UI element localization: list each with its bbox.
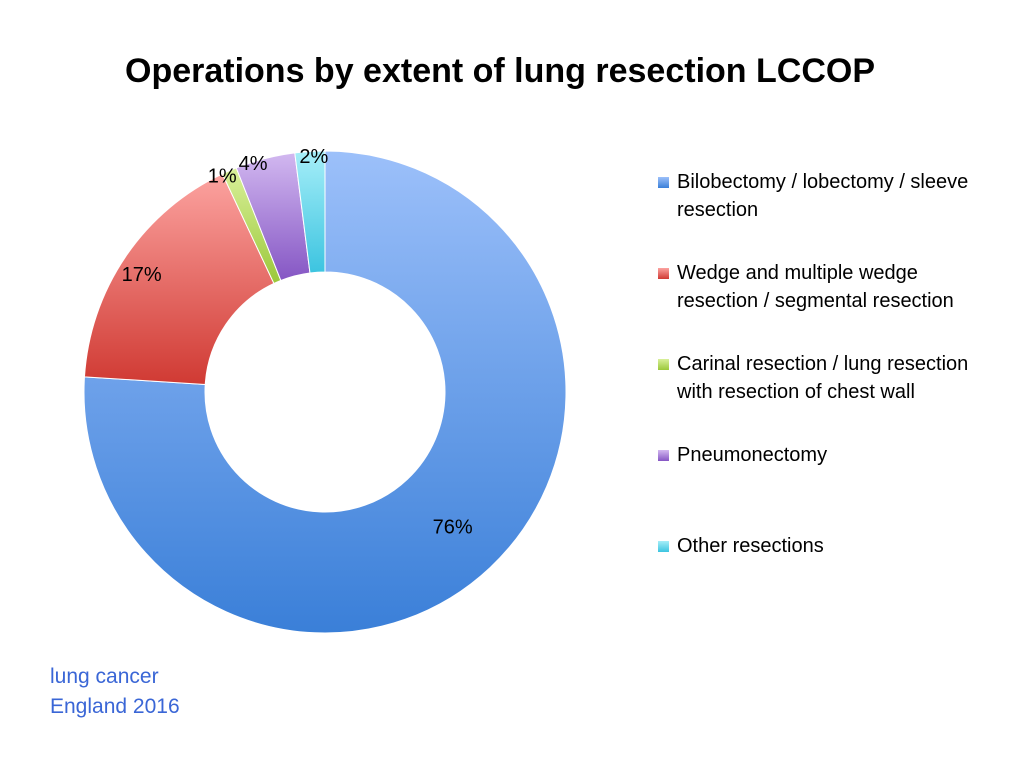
data-label-pneumonectomy: 4%	[239, 153, 268, 175]
legend-swatch	[658, 268, 669, 279]
legend-label: Other resections	[677, 535, 824, 557]
legend-label: Carinal resection / lung resection with …	[677, 353, 969, 403]
legend-item-other-resections: Other resections	[658, 532, 998, 560]
legend-item-pneumonectomy: Pneumonectomy	[658, 441, 998, 469]
legend-label: Wedge and multiple wedge resection / seg…	[677, 262, 954, 312]
slice-bilobectomy-lobectomy-sleeve-resection	[83, 150, 567, 634]
chart-title: Operations by extent of lung resection L…	[125, 52, 875, 90]
donut-slices	[83, 150, 567, 634]
legend-item-carinal-resection-lung-resection-with-resection-of-chest-wall: Carinal resection / lung resection with …	[658, 350, 998, 406]
footer: lung cancer England 2016	[50, 662, 180, 722]
legend-label: Pneumonectomy	[677, 444, 828, 466]
legend-item-bilobectomy-lobectomy-sleeve-resection: Bilobectomy / lobectomy / sleeve resecti…	[658, 168, 998, 224]
legend-swatch	[658, 450, 669, 461]
data-label-other-resections: 2%	[299, 146, 328, 168]
data-label-wedge-and-multiple-wedge-resection-segmental-resection: 17%	[122, 264, 162, 286]
data-label-bilobectomy-lobectomy-sleeve-resection: 76%	[433, 516, 473, 538]
footer-line-1: lung cancer	[50, 665, 159, 688]
legend-swatch	[658, 541, 669, 552]
legend-item-wedge-and-multiple-wedge-resection-segmental-resection: Wedge and multiple wedge resection / seg…	[658, 259, 998, 315]
slice-wedge-and-multiple-wedge-resection-segmental-resection	[83, 173, 275, 385]
legend-swatch	[658, 359, 669, 370]
legend-label: Bilobectomy / lobectomy / sleeve resecti…	[677, 171, 969, 221]
data-labels: 76% 17% 1%4% 2%	[122, 146, 473, 539]
data-label-carinal-resection-lung-resection-with-resection-of-chest-wall: 1%	[208, 165, 237, 187]
slice-other-resections	[294, 150, 326, 274]
legend-swatch	[658, 177, 669, 188]
footer-line-2: England 2016	[50, 695, 180, 718]
